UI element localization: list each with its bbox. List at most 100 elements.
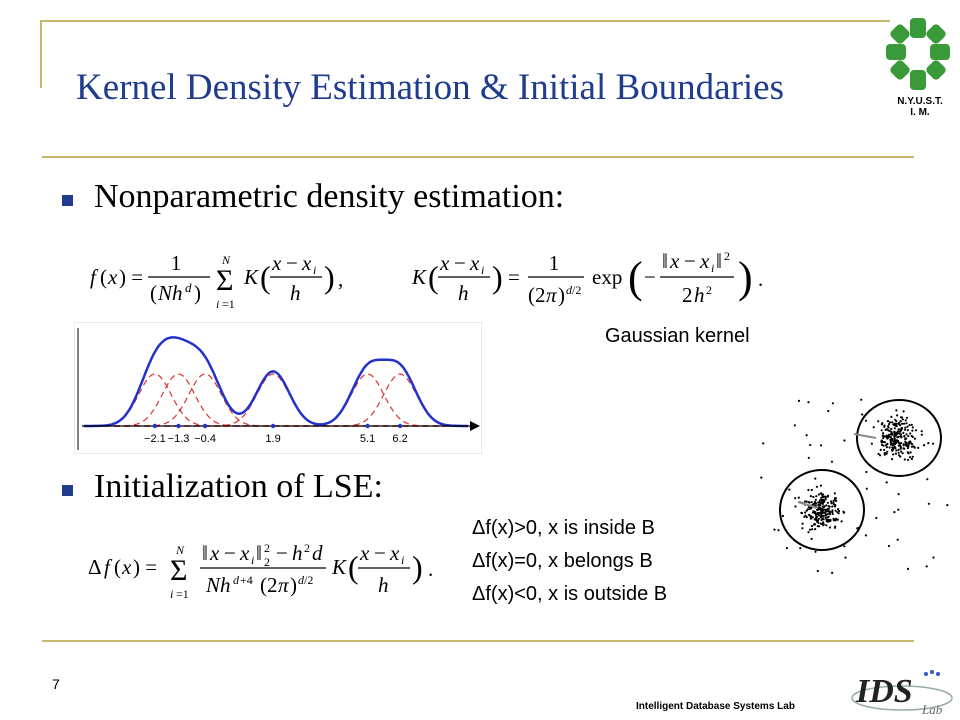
svg-text:2: 2 — [264, 541, 270, 555]
scatter-point — [880, 429, 883, 432]
svg-text:−: − — [276, 541, 288, 565]
svg-text:i: i — [170, 587, 173, 601]
scatter-points — [760, 398, 949, 574]
scatter-point — [888, 446, 891, 449]
svg-text:‖: ‖ — [662, 249, 668, 273]
footer-divider — [42, 640, 914, 642]
scatter-point — [893, 438, 896, 441]
scatter-point — [883, 448, 886, 451]
scatter-point — [822, 511, 826, 514]
scatter-point — [814, 498, 817, 501]
scatter-point — [814, 511, 817, 514]
scatter-point — [828, 505, 831, 508]
scatter-point — [813, 523, 816, 526]
outlier-point — [773, 528, 776, 531]
scatter-point — [833, 492, 836, 495]
scatter-point — [818, 507, 821, 510]
gaussian-kernel-equation: K ( x − x i h ) = 1 (2 π) d/2 exp ( − ‖ x − x i ‖… — [411, 249, 763, 307]
svg-text:) =: ) = — [133, 555, 157, 579]
scatter-point — [882, 436, 885, 440]
scatter-point — [891, 432, 894, 435]
svg-text:2: 2 — [304, 541, 310, 555]
outlier-point — [896, 538, 899, 541]
svg-text:h: h — [458, 281, 469, 305]
svg-text:(: ( — [150, 281, 157, 305]
tick-label: 5.1 — [360, 433, 375, 445]
outlier-point — [925, 565, 928, 568]
scatter-point — [807, 488, 810, 492]
outlier-point — [865, 470, 868, 474]
svg-text:x: x — [301, 251, 312, 275]
scatter-point — [817, 525, 821, 528]
svg-text:/2: /2 — [572, 283, 581, 297]
bullet-text-2: Initialization of LSE: — [94, 468, 383, 505]
svg-text:−: − — [374, 541, 386, 565]
outlier-point — [777, 529, 780, 532]
outlier-point — [831, 571, 834, 574]
title-frame-top — [40, 20, 890, 22]
scatter-point — [889, 438, 892, 441]
condition-outside: Δf(x)<0, x is outside B — [472, 583, 668, 605]
density-sum-curve — [84, 336, 468, 428]
svg-text:h: h — [292, 541, 303, 565]
kde-density-plot: −2.1 −1.3 −0.4 1.9 5.1 6.2 — [74, 322, 482, 454]
scatter-point — [883, 441, 886, 444]
svg-text:N: N — [221, 253, 231, 267]
tick-marker — [202, 423, 208, 429]
outlier-point — [897, 493, 900, 496]
svg-text:2: 2 — [264, 555, 270, 569]
scatter-point — [904, 428, 907, 431]
tick-marker — [270, 423, 276, 429]
scatter-point — [832, 501, 835, 504]
scatter-point — [819, 492, 823, 495]
scatter-point — [817, 517, 820, 520]
tick-marker — [176, 423, 181, 429]
scatter-point — [810, 537, 813, 540]
svg-text:d: d — [312, 541, 323, 565]
scatter-point — [824, 510, 827, 513]
scatter-point — [892, 440, 895, 443]
svg-text:(: ( — [428, 259, 439, 295]
scatter-point — [824, 497, 827, 500]
svg-text:): ) — [558, 283, 565, 307]
scatter-point — [888, 421, 892, 424]
svg-text:(2: (2 — [528, 283, 546, 307]
svg-text:x: x — [239, 541, 250, 565]
tick-label: 1.9 — [265, 433, 280, 445]
scatter-point — [888, 433, 891, 436]
svg-text:,: , — [338, 267, 343, 291]
logo-line1: N.Y.U.S.T. — [897, 96, 943, 107]
scatter-point — [807, 506, 810, 509]
scatter-point — [819, 504, 822, 507]
scatter-point — [812, 495, 815, 499]
nyust-logo: N.Y.U.S.T. I. M. — [886, 18, 950, 118]
scatter-point — [831, 505, 834, 508]
scatter-point — [877, 420, 880, 423]
svg-text:d: d — [298, 573, 305, 587]
scatter-point — [816, 508, 819, 512]
scatter-point — [822, 521, 825, 524]
scatter-point — [903, 458, 906, 461]
svg-text:i: i — [251, 553, 254, 567]
scatter-point — [900, 416, 903, 419]
scatter-point — [906, 429, 909, 432]
scatter-point — [900, 450, 903, 453]
scatter-point — [910, 457, 913, 461]
scatter-point — [801, 522, 804, 525]
svg-text:(: ( — [628, 253, 643, 302]
svg-text:): ) — [324, 259, 335, 295]
normal-vector-1 — [853, 433, 877, 439]
outlier-point — [816, 569, 819, 573]
outlier-point — [844, 556, 847, 559]
scatter-point — [909, 456, 912, 459]
title-frame-left — [40, 20, 42, 88]
scatter-point — [819, 515, 822, 518]
svg-text:h: h — [290, 281, 301, 305]
svg-text:i: i — [711, 261, 714, 275]
scatter-point — [886, 420, 890, 423]
nyust-emblem-icon — [886, 18, 950, 90]
scatter-point — [894, 424, 897, 427]
scatter-point — [893, 445, 896, 448]
scatter-point — [816, 519, 820, 522]
outlier-point — [897, 508, 900, 511]
